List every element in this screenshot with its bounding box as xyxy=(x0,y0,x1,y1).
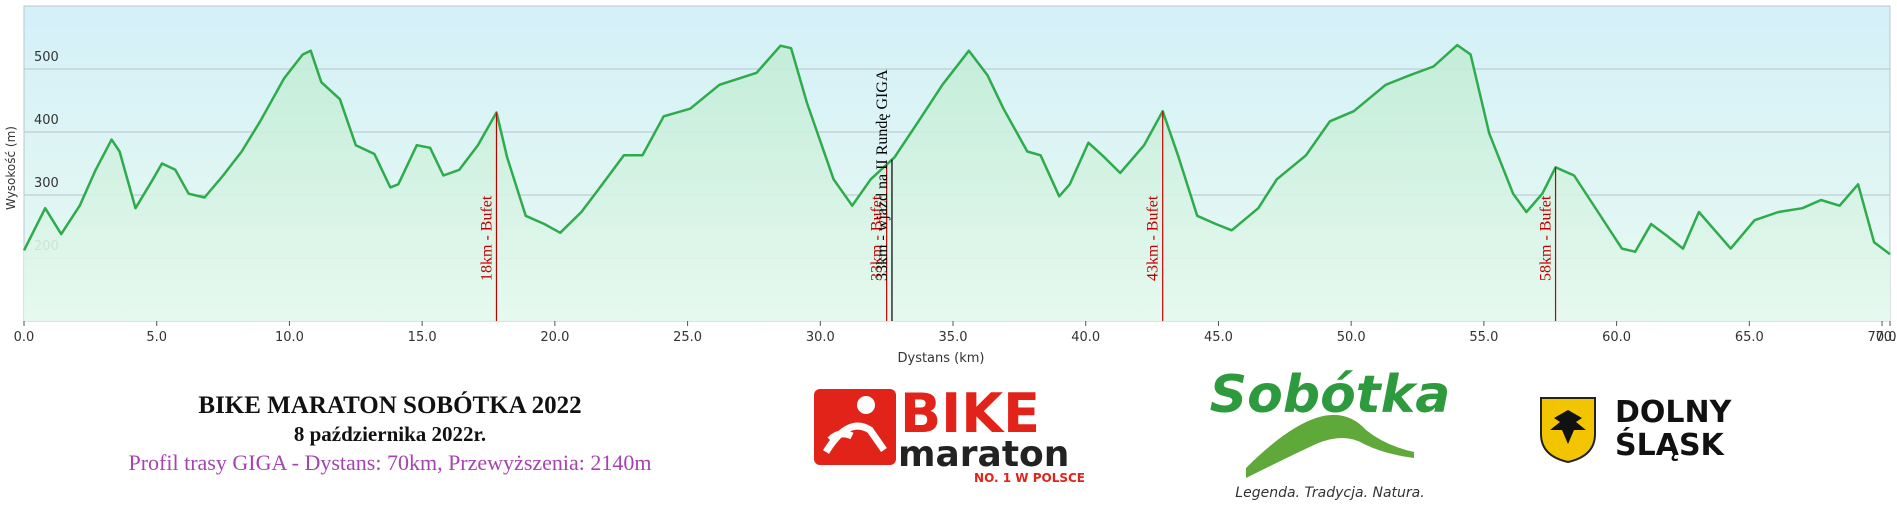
logo-eagle xyxy=(1550,410,1586,444)
logo-icon xyxy=(857,396,875,414)
x-tick-label: 70.3 xyxy=(1876,330,1897,345)
x-tick-label: 25.0 xyxy=(673,330,702,345)
x-axis-label: Dystans (km) xyxy=(897,351,984,366)
x-tick-label: 60.0 xyxy=(1602,330,1631,345)
y-axis-label: Wysokość (m) xyxy=(4,126,18,210)
y-tick-label: 300 xyxy=(34,176,59,191)
x-tick-label: 5.0 xyxy=(146,330,167,345)
y-tick-label: 400 xyxy=(34,113,59,128)
x-tick-label: 10.0 xyxy=(275,330,304,345)
logo-icon xyxy=(823,422,887,454)
x-tick-label: 50.0 xyxy=(1337,330,1366,345)
x-tick-label: 35.0 xyxy=(939,330,968,345)
x-tick-label: 55.0 xyxy=(1469,330,1498,345)
sobotka-logo: Sobótka Legenda. Tradycja. Natura. xyxy=(1210,365,1451,501)
logo-mountain xyxy=(1246,414,1414,478)
bike-maraton-logo: BIKE maraton NO. 1 W POLSCE xyxy=(814,382,1085,485)
y-tick-label: 500 xyxy=(34,50,59,65)
annotation-label: 58km - Bufet xyxy=(1538,195,1555,281)
logo-text: Sobótka xyxy=(1210,365,1451,425)
logo-text: ŚLĄSK xyxy=(1615,426,1726,463)
logo-text: DOLNY xyxy=(1615,395,1733,430)
x-tick-label: 70.0 xyxy=(1868,330,1897,345)
x-tick-label: 15.0 xyxy=(408,330,437,345)
footer-title: BIKE MARATON SOBÓTKA 2022 xyxy=(198,391,581,419)
area-fill xyxy=(24,45,1890,321)
x-tick-label: 30.0 xyxy=(806,330,835,345)
x-tick-label: 45.0 xyxy=(1204,330,1233,345)
x-tick-label: 0.0 xyxy=(14,330,35,345)
footer-subtitle: Profil trasy GIGA - Dystans: 70km, Przew… xyxy=(128,450,651,475)
logo-text: Legenda. Tradycja. Natura. xyxy=(1235,485,1424,501)
annotation-label: 33km - wjazd na II Rundę GIGA xyxy=(874,69,891,281)
elevation-line xyxy=(22,43,1891,256)
x-tick-label: 20.0 xyxy=(540,330,569,345)
x-tick-label: 65.0 xyxy=(1735,330,1764,345)
dolny-slask-logo: DOLNY ŚLĄSK xyxy=(1540,395,1733,464)
annotation-label: 43km - Bufet xyxy=(1145,195,1162,281)
annotation-label: 18km - Bufet xyxy=(478,195,495,281)
annotation-label: 33km - Bufet xyxy=(869,195,886,281)
logo-text: BIKE xyxy=(900,382,1040,445)
logo-text: NO. 1 W POLSCE xyxy=(974,471,1085,485)
logo-text: maraton xyxy=(898,434,1069,475)
x-tick-label: 40.0 xyxy=(1071,330,1100,345)
footer-date: 8 października 2022r. xyxy=(294,422,486,446)
